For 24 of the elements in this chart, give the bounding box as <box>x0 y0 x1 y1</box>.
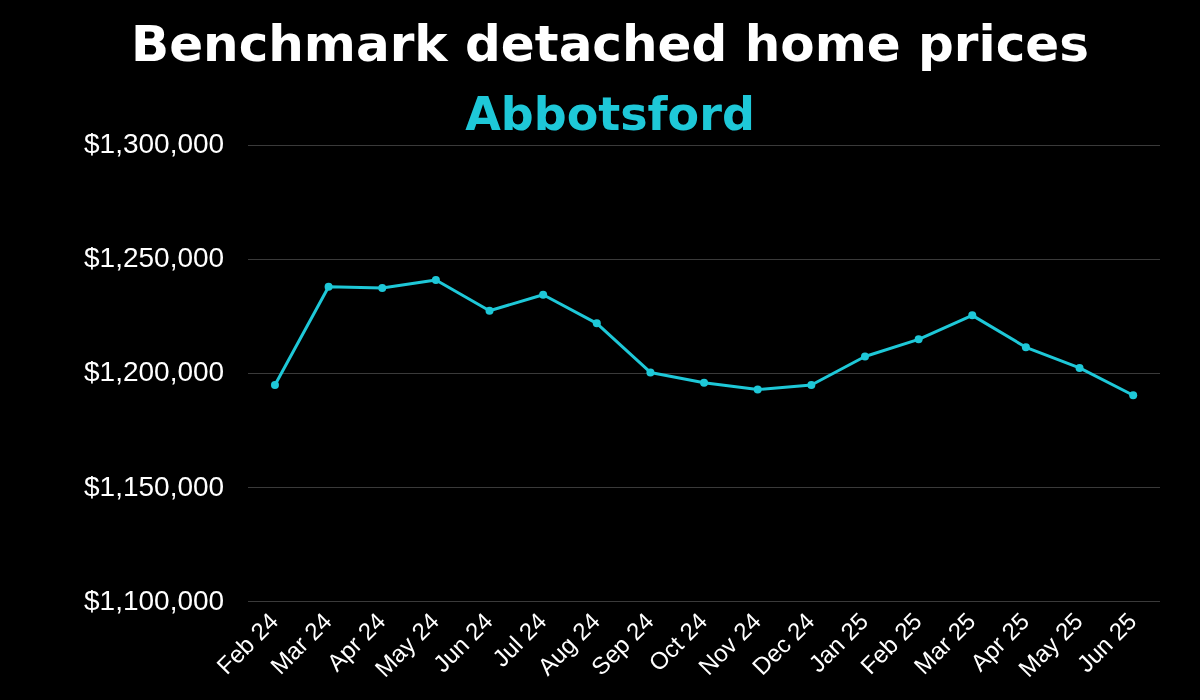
point <box>968 311 977 320</box>
point <box>485 306 494 315</box>
point <box>1075 363 1084 372</box>
point <box>1021 343 1030 352</box>
point <box>592 319 601 328</box>
point <box>646 368 655 377</box>
point <box>1129 391 1138 400</box>
y-tick-label: $1,150,000 <box>84 470 225 502</box>
y-tick-label: $1,250,000 <box>84 242 225 274</box>
point <box>753 385 762 394</box>
chart-title: Benchmark detached home prices <box>131 14 1089 73</box>
y-tick-label: $1,100,000 <box>84 584 225 616</box>
y-tick-label: $1,200,000 <box>84 356 225 388</box>
point <box>700 378 709 387</box>
point <box>378 283 387 292</box>
point <box>807 381 816 390</box>
point <box>431 275 440 284</box>
point <box>539 290 548 299</box>
point <box>324 282 333 291</box>
point <box>860 352 869 361</box>
point <box>270 381 279 390</box>
point <box>914 335 923 344</box>
chart-subtitle: Abbotsford <box>465 86 755 141</box>
y-tick-label: $1,300,000 <box>84 127 225 159</box>
